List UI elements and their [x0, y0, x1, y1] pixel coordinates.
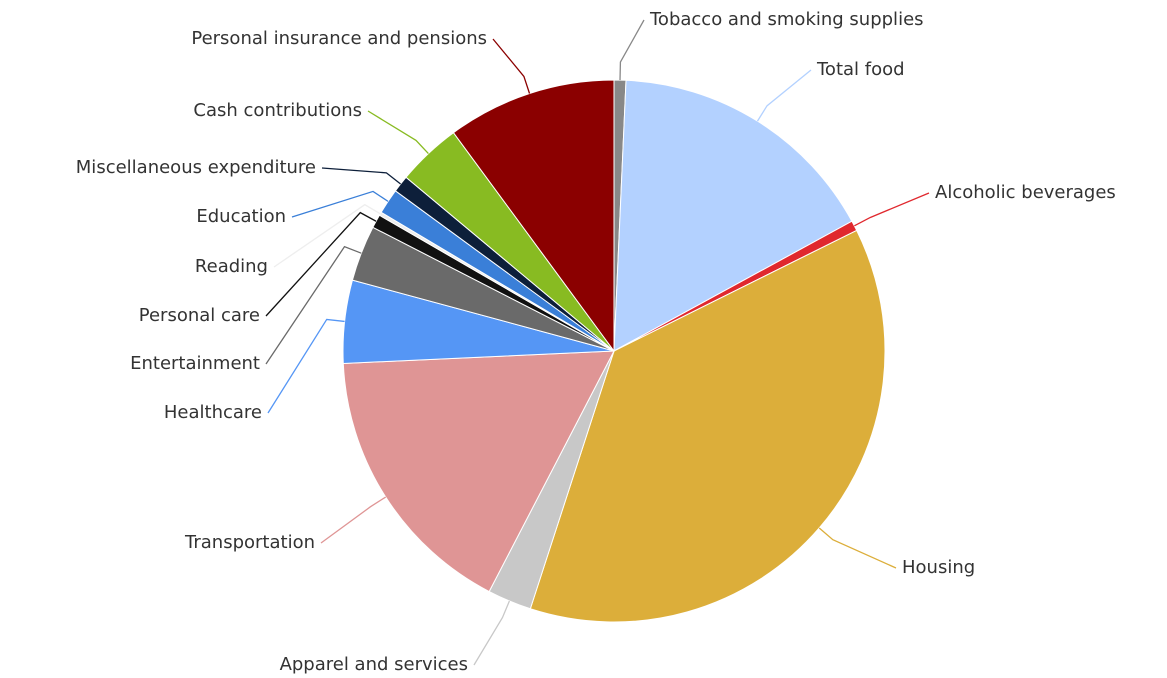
slice-label: Education — [196, 206, 286, 227]
slice-label: Tobacco and smoking supplies — [649, 9, 924, 30]
connector — [473, 600, 511, 666]
pie-slice — [452, 79, 615, 353]
connector — [756, 69, 812, 122]
connector — [367, 110, 429, 154]
slice-label: Transportation — [184, 532, 315, 553]
slice-label: Healthcare — [164, 402, 262, 423]
slice-label: Personal care — [139, 305, 260, 326]
connector — [321, 167, 402, 185]
pie-slice — [342, 350, 615, 593]
slice-label: Cash contributions — [193, 100, 362, 121]
connector — [854, 192, 930, 227]
connector — [291, 190, 389, 218]
pie-slice — [613, 79, 853, 352]
connector — [265, 211, 377, 317]
connector — [818, 527, 897, 569]
slice-label: Miscellaneous expenditure — [76, 157, 316, 178]
slice-label: Reading — [195, 256, 268, 277]
pie-slice — [529, 229, 886, 623]
connector — [265, 245, 362, 365]
slice-label: Alcoholic beverages — [935, 182, 1116, 203]
connector — [492, 38, 531, 94]
slice-label: Apparel and services — [280, 654, 468, 675]
connector — [273, 203, 381, 268]
slice-label: Entertainment — [130, 353, 260, 374]
connector — [320, 496, 387, 544]
connector — [619, 19, 645, 81]
slice-label: Total food — [816, 59, 905, 80]
connector — [267, 318, 345, 414]
slice-label: Personal insurance and pensions — [191, 28, 487, 49]
slice-label: Housing — [902, 557, 975, 578]
